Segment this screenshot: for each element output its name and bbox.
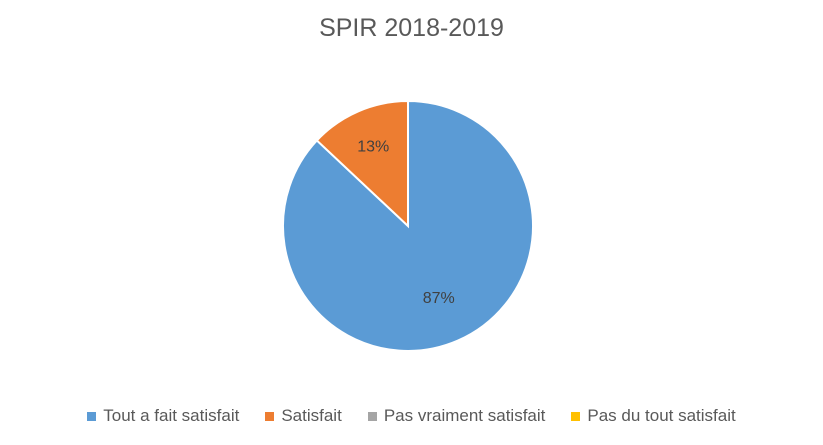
- legend-label: Pas vraiment satisfait: [383, 406, 546, 425]
- legend-item: Tout a fait satisfait: [87, 406, 239, 426]
- legend-item: Pas du tout satisfait: [571, 406, 736, 426]
- legend-item: Satisfait: [265, 406, 342, 426]
- legend-swatch: [367, 411, 377, 421]
- legend-label: Satisfait: [281, 406, 342, 425]
- legend-label: Pas du tout satisfait: [587, 406, 736, 425]
- legend-swatch: [265, 411, 275, 421]
- legend-item: Pas vraiment satisfait: [367, 406, 546, 426]
- data-label: 87%: [423, 290, 455, 307]
- legend-swatch: [87, 411, 97, 421]
- pie-slice: [282, 99, 534, 352]
- pie-slice: [315, 99, 409, 229]
- legend-swatch: [571, 411, 581, 421]
- chart-title: SPIR 2018-2019: [319, 14, 504, 42]
- data-label: 13%: [357, 139, 389, 156]
- legend-label: Tout a fait satisfait: [103, 406, 240, 425]
- legend: Tout a fait satisfait Satisfait Pas vrai…: [0, 406, 823, 426]
